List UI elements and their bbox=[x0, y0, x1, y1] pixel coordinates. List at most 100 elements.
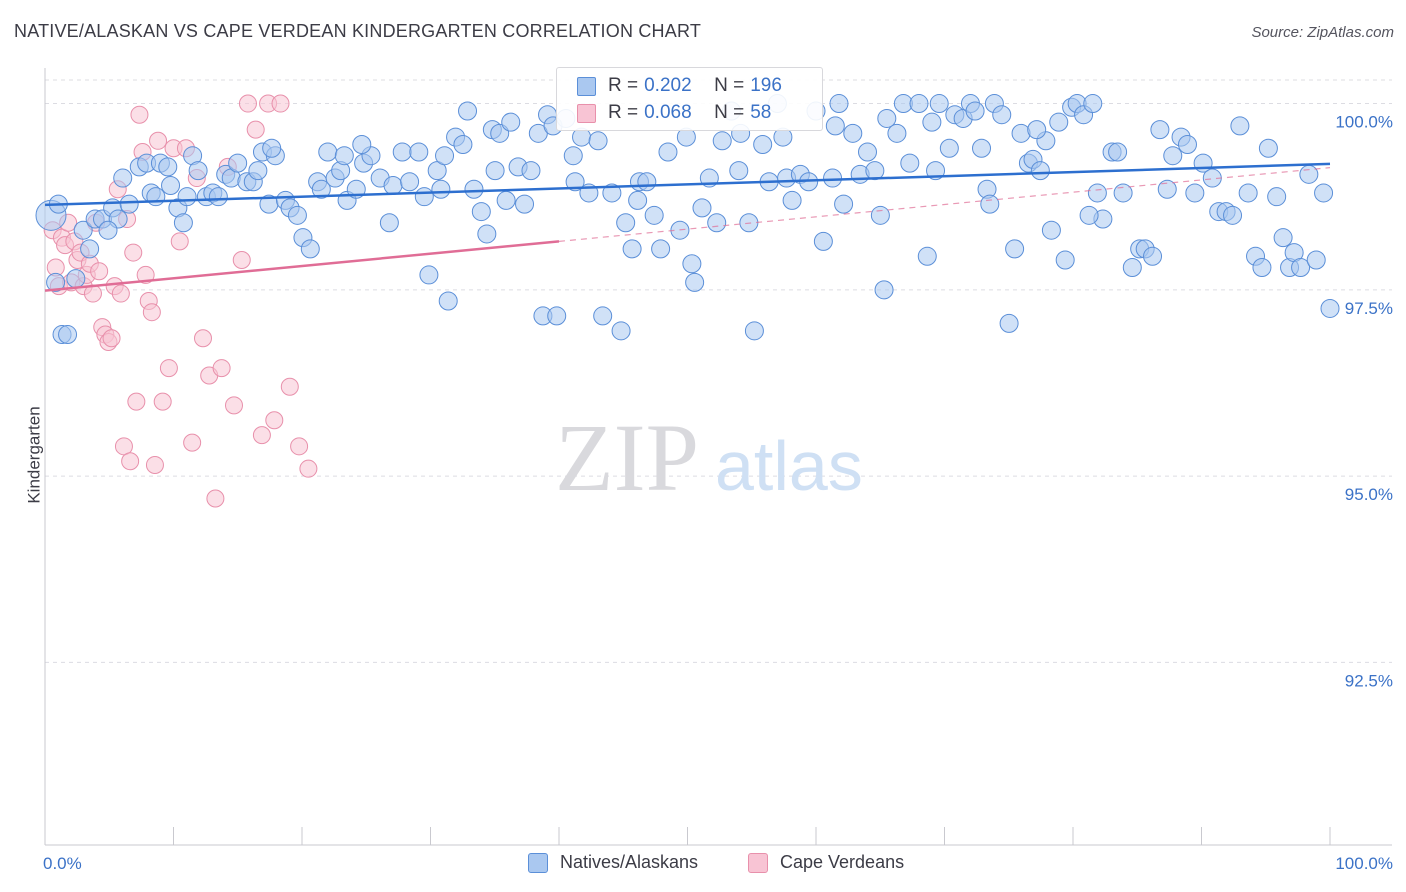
chart-title: NATIVE/ALASKAN VS CAPE VERDEAN KINDERGAR… bbox=[14, 21, 702, 41]
point-native bbox=[208, 187, 228, 207]
legend-item-natives[interactable]: Natives/Alaskans bbox=[528, 852, 698, 873]
point-native bbox=[1005, 239, 1025, 259]
point-native bbox=[865, 161, 885, 181]
point-native bbox=[58, 325, 78, 345]
point-cape-verdean bbox=[252, 426, 271, 445]
point-native bbox=[813, 231, 833, 251]
point-native bbox=[379, 213, 399, 233]
point-native bbox=[900, 153, 920, 173]
point-native bbox=[651, 239, 671, 259]
point-native bbox=[782, 190, 802, 210]
point-native bbox=[692, 198, 712, 218]
point-native bbox=[1163, 146, 1183, 166]
point-native bbox=[409, 142, 429, 162]
point-cape-verdean bbox=[136, 265, 155, 284]
point-native bbox=[161, 176, 181, 196]
point-native bbox=[712, 131, 732, 151]
point-cape-verdean bbox=[246, 120, 265, 139]
n-label: N = bbox=[714, 102, 745, 123]
point-native bbox=[485, 161, 505, 181]
point-cape-verdean bbox=[121, 452, 140, 471]
point-cape-verdean bbox=[265, 411, 284, 430]
point-native bbox=[992, 105, 1012, 125]
point-cape-verdean bbox=[142, 303, 161, 322]
legend-item-cape-verdeans[interactable]: Cape Verdeans bbox=[748, 852, 904, 873]
watermark: ZIP atlas bbox=[555, 404, 863, 511]
point-native bbox=[616, 213, 636, 233]
point-native bbox=[113, 168, 133, 188]
r-value-cape-verdeans: 0.068 bbox=[644, 102, 692, 123]
trend-line-natives bbox=[44, 162, 1331, 207]
point-native bbox=[1267, 187, 1287, 207]
points-cape-verdeans bbox=[43, 94, 318, 508]
point-native bbox=[547, 306, 567, 326]
point-cape-verdean bbox=[127, 392, 146, 411]
point-native bbox=[66, 269, 86, 289]
point-native bbox=[73, 220, 93, 240]
n-value-cape-verdeans: 58 bbox=[750, 102, 772, 123]
point-native bbox=[248, 161, 268, 181]
point-native bbox=[471, 202, 491, 222]
point-cape-verdean bbox=[90, 262, 109, 281]
point-native bbox=[823, 168, 843, 188]
point-native bbox=[1079, 205, 1099, 225]
point-native bbox=[419, 265, 439, 285]
point-cape-verdean bbox=[225, 396, 243, 415]
r-value-natives: 0.202 bbox=[644, 75, 692, 96]
point-native bbox=[1030, 161, 1050, 181]
point-native bbox=[999, 313, 1019, 333]
r-label: R = bbox=[608, 75, 639, 96]
point-native bbox=[929, 94, 949, 114]
point-native bbox=[870, 205, 890, 225]
point-native bbox=[563, 146, 583, 166]
point-native bbox=[521, 161, 541, 181]
legend-swatch-cape-verdeans bbox=[577, 103, 596, 123]
point-native bbox=[173, 213, 193, 233]
point-native bbox=[685, 272, 705, 292]
y-tick-label: 95.0% bbox=[1345, 485, 1393, 504]
point-cape-verdean bbox=[159, 359, 178, 378]
point-native bbox=[1087, 183, 1107, 203]
point-native bbox=[1041, 220, 1061, 240]
point-cape-verdean bbox=[212, 359, 231, 378]
point-cape-verdean bbox=[280, 377, 299, 396]
point-native bbox=[46, 272, 66, 292]
trend-lines bbox=[44, 162, 1331, 292]
point-native bbox=[1258, 138, 1278, 158]
point-native bbox=[887, 123, 907, 143]
point-native bbox=[438, 291, 458, 311]
point-native bbox=[119, 194, 139, 214]
points-natives-alaskans bbox=[35, 94, 1340, 345]
point-native bbox=[1108, 142, 1128, 162]
point-native bbox=[228, 153, 248, 173]
point-native bbox=[435, 146, 455, 166]
point-native bbox=[939, 138, 959, 158]
point-cape-verdean bbox=[102, 329, 121, 348]
point-native bbox=[1122, 257, 1142, 277]
point-native bbox=[682, 254, 702, 274]
point-native bbox=[146, 187, 166, 207]
point-native bbox=[980, 194, 1000, 214]
point-native bbox=[565, 172, 585, 192]
point-native bbox=[637, 172, 657, 192]
point-native bbox=[1185, 183, 1205, 203]
y-tick-label: 100.0% bbox=[1335, 113, 1393, 132]
point-cape-verdean bbox=[194, 329, 212, 348]
n-value-natives: 196 bbox=[750, 75, 782, 96]
point-native bbox=[877, 108, 897, 128]
point-native bbox=[602, 183, 622, 203]
point-cape-verdean bbox=[130, 105, 149, 124]
point-native bbox=[909, 94, 929, 114]
r-label: R = bbox=[608, 102, 639, 123]
point-native bbox=[593, 306, 613, 326]
point-native bbox=[1055, 250, 1075, 270]
point-native bbox=[1049, 112, 1069, 132]
point-cape-verdean bbox=[206, 489, 225, 508]
point-native bbox=[177, 187, 197, 207]
legend-swatch-cape-verdeans bbox=[748, 852, 768, 873]
tick-labels: 92.5% 95.0% 97.5% 100.0% 0.0% 100.0% bbox=[43, 113, 1393, 873]
point-native bbox=[383, 176, 403, 196]
point-native bbox=[1238, 183, 1258, 203]
point-native bbox=[843, 123, 863, 143]
y-tick-label: 97.5% bbox=[1345, 299, 1393, 318]
